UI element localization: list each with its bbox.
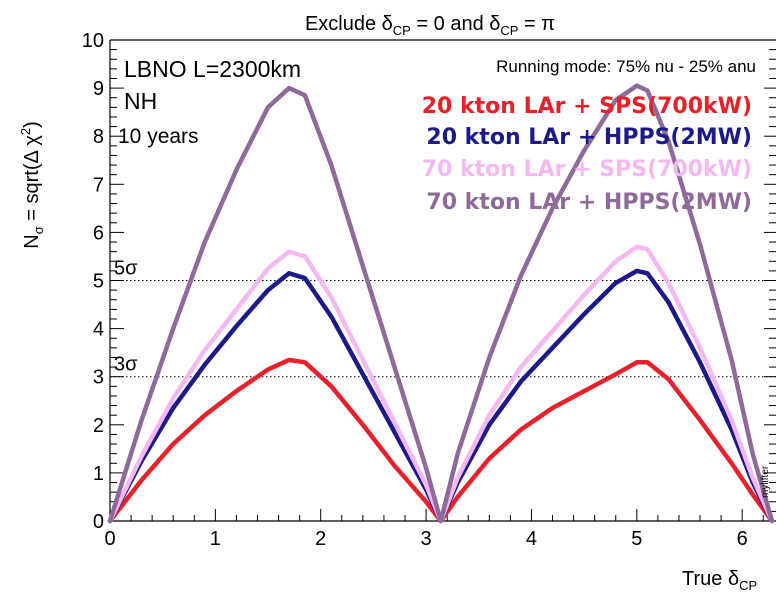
x-tick-label: 6 bbox=[737, 528, 748, 550]
x-tick-label: 2 bbox=[315, 528, 326, 550]
annotation-running-mode: Running mode: 75% nu - 25% anu bbox=[496, 57, 756, 76]
x-tick-label: 4 bbox=[526, 528, 537, 550]
legend-entry: 70 kton LAr + HPPS(2MW) bbox=[426, 190, 752, 215]
series-group bbox=[107, 83, 775, 524]
y-tick-label: 7 bbox=[93, 174, 104, 196]
x-tick-label: 0 bbox=[104, 528, 115, 550]
series-line bbox=[107, 268, 775, 524]
x-tick-label: 1 bbox=[210, 528, 221, 550]
series-line bbox=[107, 357, 775, 524]
reference-lines: 5σ 3σ bbox=[110, 258, 776, 378]
annotation-hierarchy: NH bbox=[124, 88, 157, 114]
reference-line-label: 5σ bbox=[114, 258, 138, 280]
x-tick-label: 5 bbox=[631, 528, 642, 550]
y-tick-label: 5 bbox=[93, 271, 104, 293]
annotation-duration: 10 years bbox=[118, 125, 199, 148]
y-tick-label: 9 bbox=[93, 78, 104, 100]
legend-entry: 20 kton LAr + HPPS(2MW) bbox=[426, 125, 752, 150]
series-line bbox=[107, 244, 775, 524]
y-tick-label: 8 bbox=[93, 126, 104, 148]
x-axis-label: True δCP bbox=[682, 568, 757, 593]
series-line bbox=[107, 83, 775, 524]
reference-line-label: 3σ bbox=[114, 354, 138, 376]
y-tick-label: 10 bbox=[82, 30, 104, 52]
y-tick-label: 0 bbox=[93, 511, 104, 533]
annotation-watermark: mylifter bbox=[760, 465, 771, 498]
axis-ticks: 0 1 2 3 4 5 6 0 1 2 3 4 5 6 7 8 9 10 bbox=[82, 30, 776, 550]
y-tick-label: 1 bbox=[93, 463, 104, 485]
legend-entry: 70 kton LAr + SPS(700kW) bbox=[422, 157, 752, 182]
annotation-experiment: LBNO L=2300km bbox=[124, 56, 301, 82]
legend-entry: 20 kton LAr + SPS(700kW) bbox=[422, 94, 752, 119]
y-tick-label: 3 bbox=[93, 367, 104, 389]
y-tick-label: 6 bbox=[93, 222, 104, 244]
legend: 20 kton LAr + SPS(700kW) 20 kton LAr + HP… bbox=[422, 94, 752, 215]
y-axis-label: Nσ = sqrt(Δ χ2) bbox=[18, 121, 46, 249]
y-tick-label: 2 bbox=[93, 415, 104, 437]
x-tick-label: 3 bbox=[421, 528, 432, 550]
chart-title: Exclude δCP = 0 and δCP = π bbox=[305, 13, 555, 38]
y-tick-label: 4 bbox=[93, 319, 104, 341]
